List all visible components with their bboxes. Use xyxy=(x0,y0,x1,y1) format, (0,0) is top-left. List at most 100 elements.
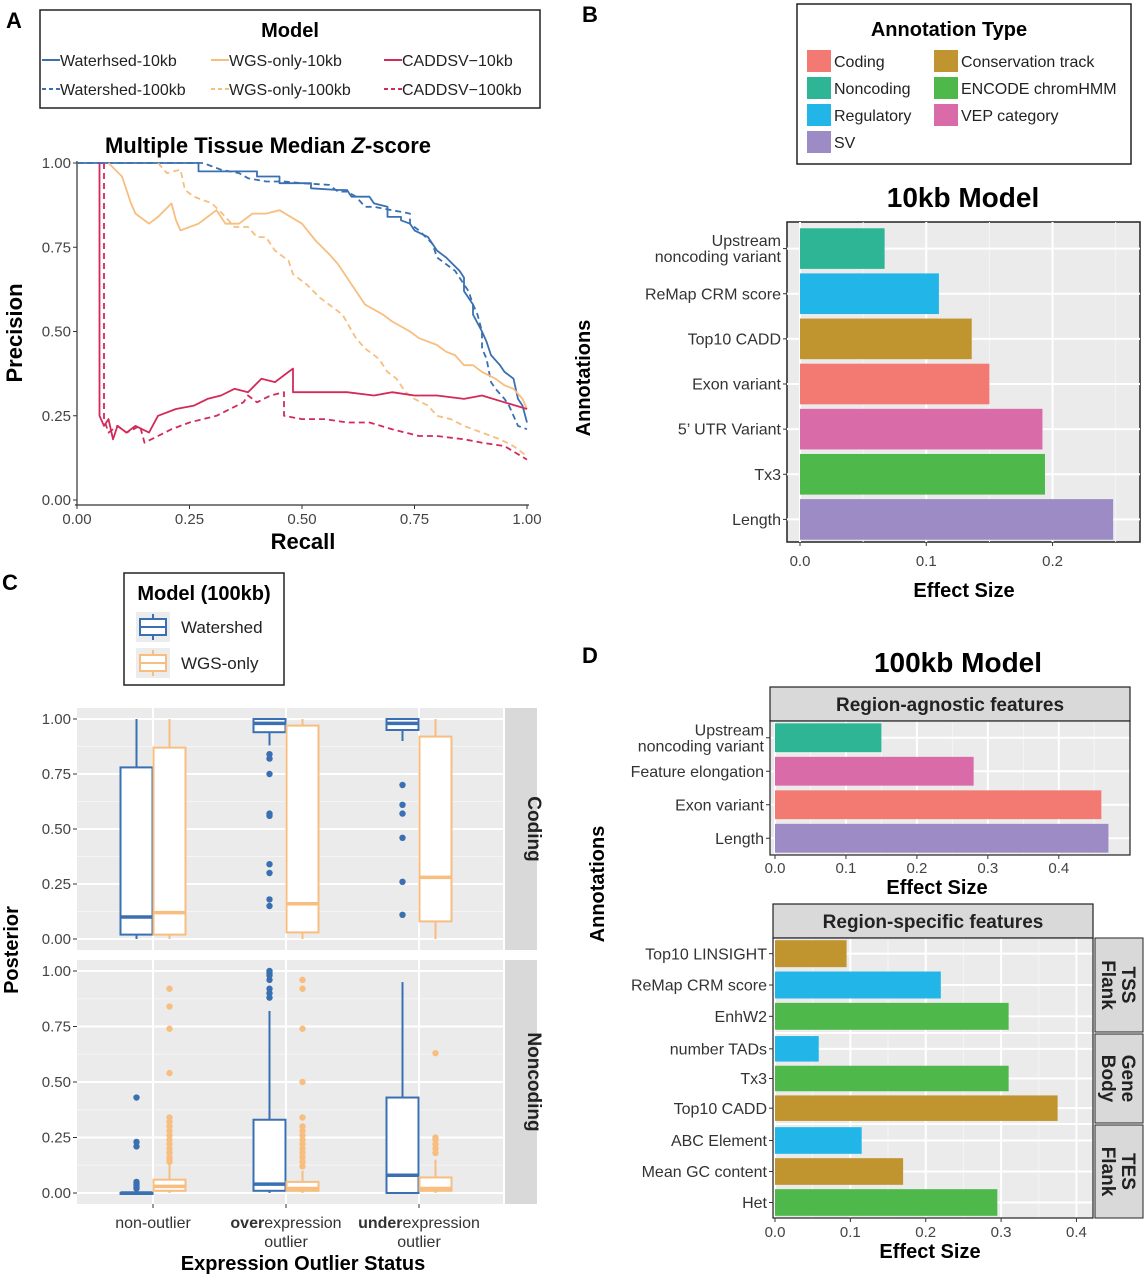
panel-c-outlier xyxy=(432,1140,439,1148)
panel-c-outlier xyxy=(299,1140,306,1148)
panel-d-top-strip-label: Region-agnostic features xyxy=(836,695,1064,716)
panel-b-legend-key xyxy=(934,104,958,126)
panel-c-outlier xyxy=(299,1132,306,1139)
panel-c-outlier xyxy=(166,1118,173,1126)
panel-a-legend-label: Watershed-100kb xyxy=(60,82,186,99)
panel-a-series-line xyxy=(77,162,528,431)
panel-c-outlier xyxy=(266,985,273,992)
panel-a-ylabel: Precision xyxy=(2,283,27,382)
panel-c-outlier xyxy=(266,972,273,979)
panel-d-bottom-bar-label: Mean GC content xyxy=(642,1164,768,1181)
panel-c-box xyxy=(252,1118,287,1192)
panel-letter-a: A xyxy=(6,8,22,33)
panel-c-box xyxy=(285,1180,320,1192)
panel-c-category-label: overexpression xyxy=(230,1215,341,1232)
panel-b-bar-label: Top10 CADD xyxy=(688,331,781,348)
panel-c-legend-title: Model (100kb) xyxy=(137,583,270,605)
panel-a-xtick-label: 1.00 xyxy=(512,511,541,528)
panel-c-strip xyxy=(505,708,537,950)
panel-c-xlabel: Expression Outlier Status xyxy=(181,1253,426,1275)
panel-b-legend-key xyxy=(807,50,831,72)
panel-a-series-line xyxy=(98,163,528,441)
panel-c-outlier xyxy=(299,1127,306,1135)
panel-a-plot: 0.00 0.25 0.50 0.75 1.00 0.00 0.25 0.50 0.75 1.00 xyxy=(42,155,542,528)
panel-c-outlier xyxy=(266,861,273,868)
panel-c-outlier xyxy=(299,1163,306,1170)
panel-b-bar xyxy=(800,453,1045,495)
panel-b-legend-key xyxy=(807,104,831,126)
panel-d-top-xtick-label: 0.4 xyxy=(1048,860,1069,877)
panel-c-outlier xyxy=(299,1149,306,1157)
panel-c-outlier xyxy=(399,911,406,918)
panel-c-strip-label: Noncoding xyxy=(523,1032,544,1131)
panel-b-bar-label: 5’ UTR Variant xyxy=(678,422,782,439)
panel-c-outlier xyxy=(432,1149,439,1157)
panel-c-outlier xyxy=(299,1158,306,1166)
panel-a-legend-label: Waterhsed-10kb xyxy=(60,53,177,70)
panel-b-legend-label: SV xyxy=(834,135,856,152)
panel-d-top-bar xyxy=(775,756,974,786)
panel-letter-d: D xyxy=(582,643,598,668)
panel-b-bar xyxy=(800,318,972,360)
panel-c-category-label-line2: outlier xyxy=(264,1234,308,1251)
panel-b-bar xyxy=(800,273,939,315)
panel-c-ytick-label: 0.75 xyxy=(42,1019,71,1036)
panel-c-outlier xyxy=(399,781,406,789)
panel-d-bottom-bar-label: ABC Element xyxy=(671,1133,768,1150)
panel-c-outlier xyxy=(399,801,406,808)
panel-b-legend-label: Regulatory xyxy=(834,108,911,125)
panel-d-top-bar-label: Feature elongation xyxy=(631,764,764,781)
panel-c-category-label-line2: outlier xyxy=(397,1234,441,1251)
panel-c-box xyxy=(252,718,287,734)
panel-d-top-bar-label: Exon variant xyxy=(675,797,764,814)
panel-c-box xyxy=(119,766,154,936)
panel-c-outlier xyxy=(266,869,273,877)
panel-c-outlier xyxy=(266,755,273,762)
panel-d-top-bar-label: Upstream noncoding variant xyxy=(638,722,765,755)
panel-a-xtick-label: 0.25 xyxy=(175,511,204,528)
panel-a-legend: Model Waterhsed-10kb WGS-only-10kb CADDSV−… xyxy=(39,9,541,109)
panel-c-category-label: underexpression xyxy=(358,1215,480,1232)
panel-c-outlier xyxy=(399,878,406,885)
panel-a-ytick-label: 0.25 xyxy=(42,408,71,425)
panel-b-legend-key xyxy=(807,77,831,99)
panel-d-bottom-xtick-label: 0.0 xyxy=(765,1224,786,1241)
panel-c-outlier xyxy=(299,1025,306,1032)
panel-d-bottom-bar xyxy=(775,971,941,999)
panel-d-bottom-bar xyxy=(775,1189,998,1216)
panel-c-box xyxy=(152,746,187,936)
panel-a-ytick-label: 1.00 xyxy=(42,155,71,172)
panel-c-outlier xyxy=(166,1149,173,1157)
panel-letter-b: B xyxy=(582,2,598,27)
panel-a-series-line xyxy=(157,162,528,457)
panel-c-ytick-label: 0.25 xyxy=(42,1130,71,1147)
panel-c-outlier xyxy=(166,1145,173,1152)
panel-c-outlier xyxy=(266,812,273,819)
panel-c-plot: 0.00 0.25 0.50 0.75 1.00 Coding 0.00 0.25 0.50 0.… xyxy=(42,708,544,1251)
panel-b-legend-label: Noncoding xyxy=(834,81,911,98)
panel-a-legend-title: Model xyxy=(261,20,319,42)
panel-a-xtick-label: 0.75 xyxy=(400,511,429,528)
panel-b-ylabel: Annotations xyxy=(573,320,595,437)
panel-d-bottom-bar xyxy=(775,1127,862,1154)
panel-d-top-xtick-label: 0.0 xyxy=(765,860,786,877)
panel-d-top-strip xyxy=(769,686,1131,722)
panel-d-top-xtick-label: 0.3 xyxy=(977,860,998,877)
panel-a-ytick-label: 0.50 xyxy=(42,324,71,341)
panel-b-xtick-label: 0.2 xyxy=(1042,553,1063,570)
panel-d-title: 100kb Model xyxy=(874,647,1042,678)
panel-a-series-line xyxy=(103,163,528,461)
panel-c-ylabel: Posterior xyxy=(1,906,23,994)
panel-b-bar xyxy=(800,499,1114,540)
panel-d-facet-strip-label: GeneBody xyxy=(1097,1055,1138,1103)
panel-b-bar-label: Exon variant xyxy=(692,377,781,394)
panel-c-ytick-label: 0.00 xyxy=(42,931,71,948)
panel-d-bottom-xtick-label: 0.3 xyxy=(991,1224,1012,1241)
panel-c-outlier xyxy=(133,1094,140,1101)
panel-c-legend-label: Watershed xyxy=(181,618,263,637)
panel-c-strip xyxy=(505,960,537,1204)
panel-d-bottom-xtick-label: 0.2 xyxy=(915,1224,936,1241)
panel-c-outlier xyxy=(166,1123,173,1130)
panel-c-outlier xyxy=(299,1154,306,1161)
